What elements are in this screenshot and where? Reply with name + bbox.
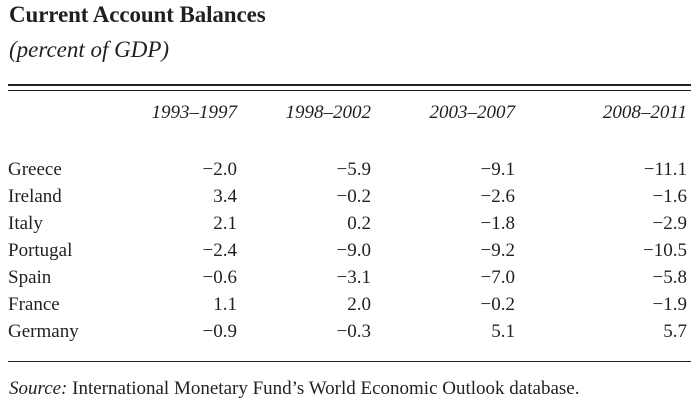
current-account-table: 1993–1997 1998–2002 2003–2007 2008–2011 … [8, 102, 691, 345]
value-cell: −0.6 [202, 266, 237, 288]
value-cell: −0.9 [202, 320, 237, 342]
header-row: 1993–1997 1998–2002 2003–2007 2008–2011 [8, 102, 691, 134]
top-rule-thick [8, 84, 691, 86]
value-cell: −9.0 [336, 239, 371, 261]
column-header: 1998–2002 [285, 102, 372, 123]
table-row: France 1.1 2.0 −0.2 −1.9 [8, 291, 691, 318]
value-cell: 2.0 [347, 293, 371, 315]
country-cell: Greece [8, 158, 62, 180]
table-row: Ireland 3.4 −0.2 −2.6 −1.6 [8, 183, 691, 210]
value-cell: −9.2 [480, 239, 515, 261]
country-cell: France [8, 293, 60, 315]
source-text: International Monetary Fund’s World Econ… [72, 378, 580, 399]
table-row: Greece −2.0 −5.9 −9.1 −11.1 [8, 156, 691, 183]
value-cell: −1.8 [480, 212, 515, 234]
value-cell: 1.1 [213, 293, 237, 315]
column-header: 2008–2011 [602, 102, 687, 123]
value-cell: −10.5 [643, 239, 687, 261]
country-cell: Italy [8, 212, 43, 234]
value-cell: 5.7 [663, 320, 687, 342]
value-cell: −11.1 [643, 158, 687, 180]
value-cell: −1.6 [652, 185, 687, 207]
value-cell: 5.1 [491, 320, 515, 342]
value-cell: −2.6 [480, 185, 515, 207]
country-cell: Germany [8, 320, 79, 342]
table-title: Current Account Balances [9, 2, 266, 27]
value-cell: −0.3 [336, 320, 371, 342]
column-header: 2003–2007 [429, 102, 516, 123]
value-cell: 2.1 [213, 212, 237, 234]
spacer-row [8, 134, 691, 156]
top-rule-thin [8, 90, 691, 91]
table-row: Italy 2.1 0.2 −1.8 −2.9 [8, 210, 691, 237]
source-label: Source: [9, 378, 68, 399]
value-cell: −5.9 [336, 158, 371, 180]
country-cell: Ireland [8, 185, 62, 207]
table-row: Germany −0.9 −0.3 5.1 5.7 [8, 318, 691, 345]
value-cell: 0.2 [347, 212, 371, 234]
column-header: 1993–1997 [151, 102, 238, 123]
value-cell: −5.8 [652, 266, 687, 288]
value-cell: −2.0 [202, 158, 237, 180]
country-cell: Portugal [8, 239, 73, 261]
value-cell: −9.1 [480, 158, 515, 180]
header-country [8, 102, 138, 134]
value-cell: −2.9 [652, 212, 687, 234]
table-row: Spain −0.6 −3.1 −7.0 −5.8 [8, 264, 691, 291]
value-cell: −1.9 [652, 293, 687, 315]
value-cell: 3.4 [213, 185, 237, 207]
value-cell: −2.4 [202, 239, 237, 261]
country-cell: Spain [8, 266, 52, 288]
table-subtitle: (percent of GDP) [9, 37, 170, 62]
source-note: Source: International Monetary Fund’s Wo… [9, 378, 579, 400]
value-cell: −3.1 [336, 266, 371, 288]
value-cell: −0.2 [336, 185, 371, 207]
bottom-rule [8, 361, 691, 362]
value-cell: −0.2 [480, 293, 515, 315]
table-row: Portugal −2.4 −9.0 −9.2 −10.5 [8, 237, 691, 264]
value-cell: −7.0 [480, 266, 515, 288]
